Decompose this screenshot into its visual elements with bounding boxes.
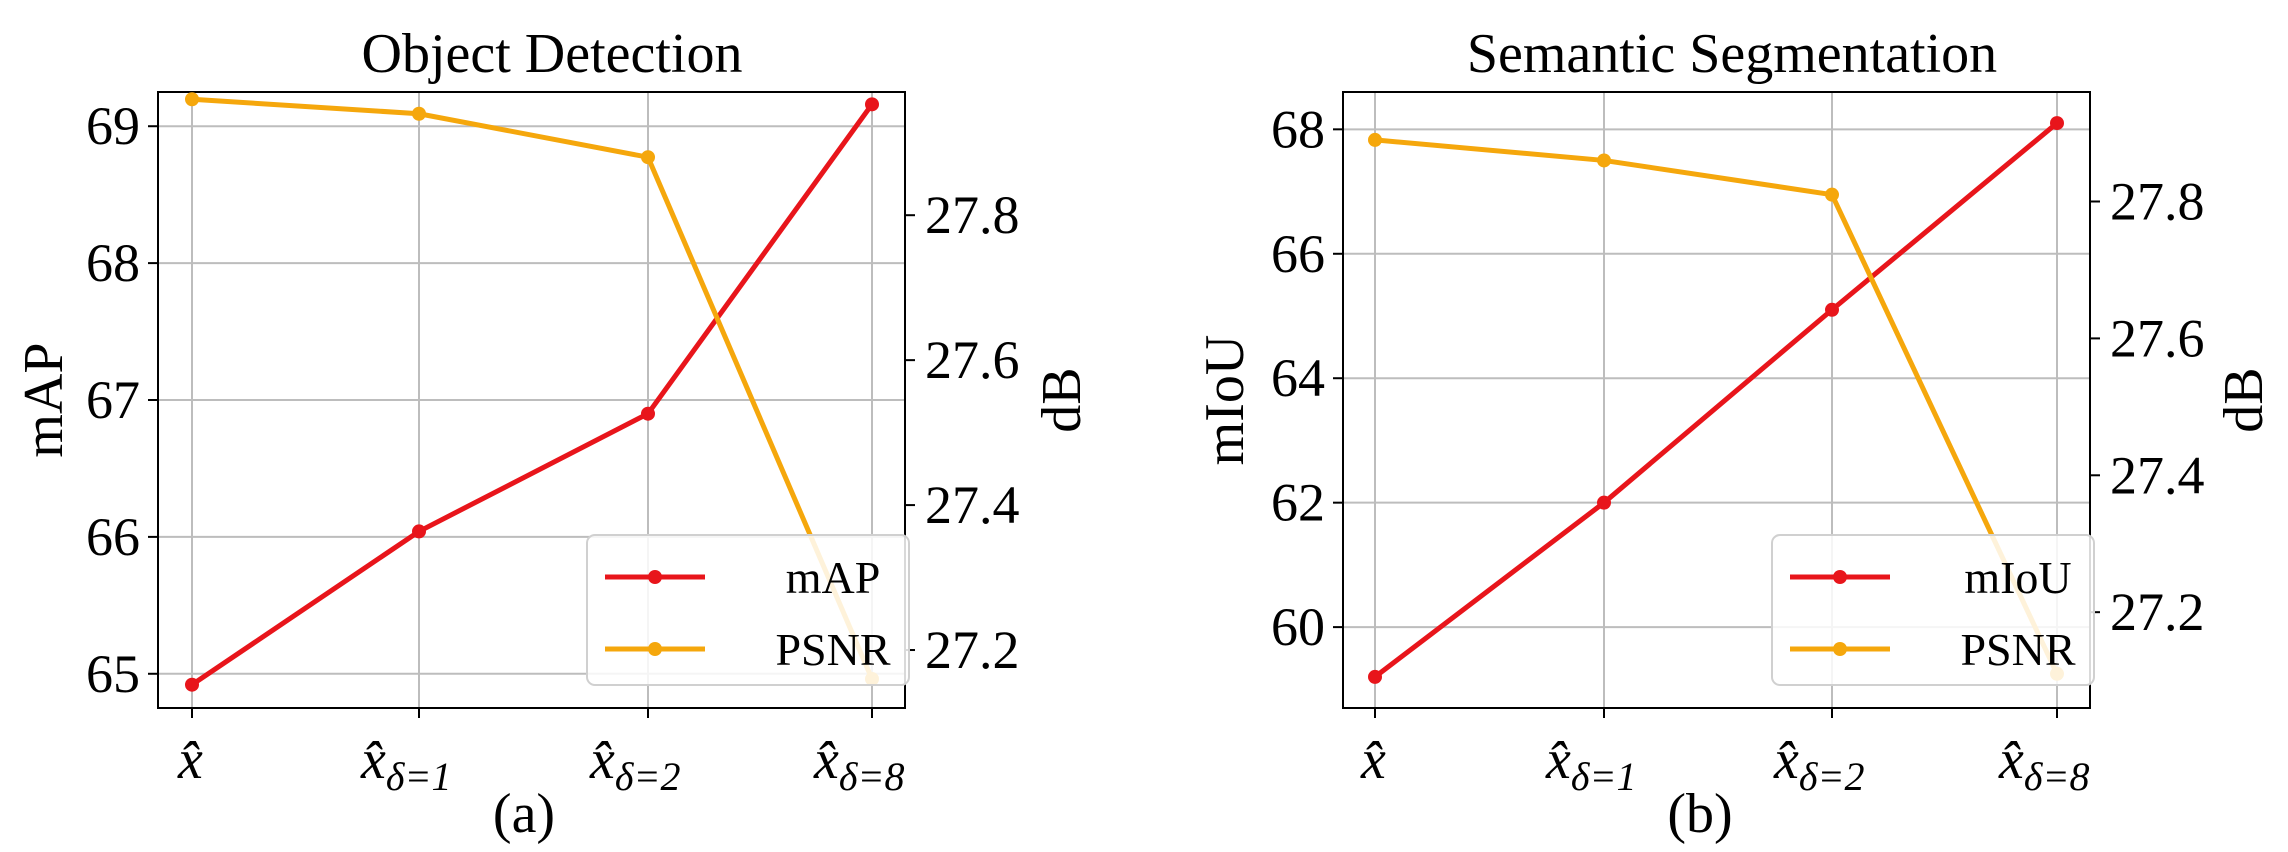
y-tick-label: 66 (86, 507, 140, 567)
legend-swatch-marker (1833, 642, 1847, 656)
x-tick-label: x̂δ=8 (1998, 729, 2089, 799)
y-right-tick-label: 27.6 (2110, 308, 2205, 368)
data-point-map (412, 524, 426, 539)
data-point-miou (1368, 669, 1382, 684)
y-tick-label: 65 (86, 644, 140, 704)
data-point-map (865, 97, 879, 112)
x-tick-subscript: δ=8 (839, 754, 905, 799)
legend-label: PSNR (775, 624, 890, 675)
legend-label: mAP (786, 552, 881, 603)
x-tick-label: x̂ (1360, 729, 1386, 791)
plot-frame (1342, 91, 2091, 709)
data-point-psnr (1597, 153, 1611, 168)
y-right-tick-label: 27.6 (925, 330, 1020, 390)
data-point-miou (1825, 302, 1839, 317)
legend-label: PSNR (1960, 624, 2075, 675)
x-tick-label: x̂δ=2 (589, 729, 680, 799)
data-point-psnr (1825, 187, 1839, 202)
x-tick-label: x̂ (177, 729, 203, 791)
y-tick-label: 69 (86, 96, 140, 156)
legend-swatch-marker (648, 642, 662, 656)
x-tick-label: x̂δ=1 (1545, 729, 1636, 799)
y-tick-label: 67 (86, 370, 140, 430)
x-tick-label: x̂δ=8 (813, 729, 904, 799)
series-line-psnr (1374, 137, 2060, 675)
chart-title: Object Detection (362, 23, 743, 85)
y-tick-label: 68 (86, 233, 140, 293)
panel-label: (a) (493, 783, 555, 845)
y-tick-label: 62 (1271, 473, 1325, 533)
series-line-psnr (191, 96, 875, 680)
y-right-tick-label: 27.2 (925, 620, 1020, 680)
y-right-tick-label: 27.4 (2110, 445, 2205, 505)
data-point-psnr (185, 92, 199, 107)
y-right-axis-label: dB (1031, 367, 1093, 432)
y-right-axis-label: dB (2213, 367, 2275, 432)
data-point-psnr (1368, 132, 1382, 147)
legend-swatch-marker (648, 570, 662, 584)
y-right-tick-label: 27.4 (925, 475, 1020, 535)
x-tick-subscript: δ=2 (1799, 754, 1865, 799)
y-axis-label: mAP (13, 342, 75, 457)
data-point-psnr (641, 150, 655, 165)
x-tick-base: x̂ (1773, 729, 1799, 791)
x-tick-base: x̂ (177, 729, 203, 791)
series-line-miou (1373, 121, 2059, 679)
x-tick-label: x̂δ=1 (360, 729, 451, 799)
x-tick-base: x̂ (360, 729, 386, 791)
legend-label: mIoU (1964, 552, 2071, 603)
y-tick-label: 66 (1271, 224, 1325, 284)
x-tick-base: x̂ (589, 729, 615, 791)
x-tick-base: x̂ (1545, 729, 1571, 791)
x-tick-subscript: δ=1 (1571, 754, 1637, 799)
y-tick-label: 64 (1271, 348, 1325, 408)
data-point-psnr (412, 106, 426, 121)
legend-swatch-marker (1833, 570, 1847, 584)
panel-label: (b) (1667, 783, 1732, 845)
chart-title: Semantic Segmentation (1467, 23, 1997, 85)
x-tick-subscript: δ=2 (615, 754, 681, 799)
data-point-map (185, 677, 199, 692)
data-point-miou (1597, 495, 1611, 510)
y-right-tick-label: 27.8 (2110, 172, 2205, 232)
y-right-tick-label: 27.8 (925, 185, 1020, 245)
y-tick-label: 68 (1271, 99, 1325, 159)
x-tick-base: x̂ (813, 729, 839, 791)
x-tick-subscript: δ=1 (386, 754, 452, 799)
x-tick-base: x̂ (1998, 729, 2024, 791)
x-tick-subscript: δ=8 (2024, 754, 2090, 799)
x-tick-label: x̂δ=2 (1773, 729, 1864, 799)
data-point-miou (2050, 116, 2064, 131)
data-point-map (641, 406, 655, 421)
y-tick-label: 60 (1271, 597, 1325, 657)
series-line-map (190, 102, 875, 687)
y-right-tick-label: 27.2 (2110, 582, 2205, 642)
y-axis-label: mIoU (1194, 335, 1256, 466)
x-tick-base: x̂ (1360, 729, 1386, 791)
